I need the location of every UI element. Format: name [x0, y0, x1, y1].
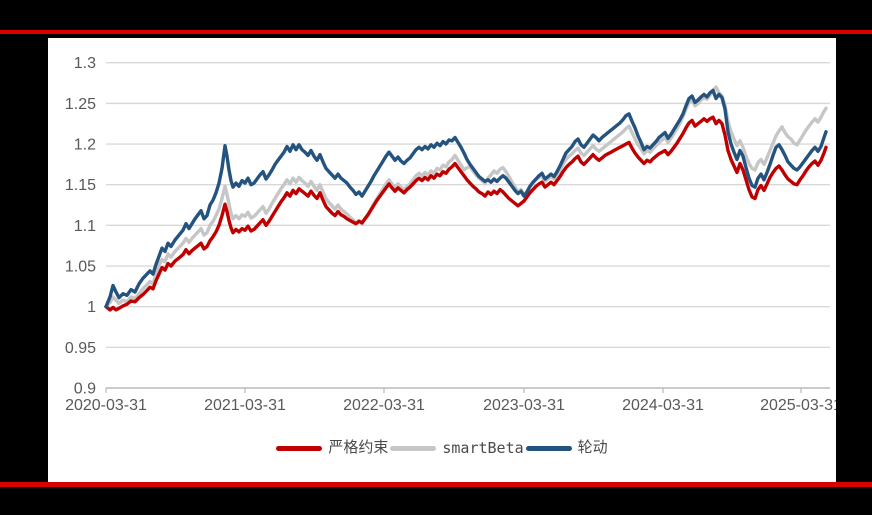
- y-tick-label: 1.2: [74, 137, 96, 154]
- chart-legend: 严格约束 smartBeta 轮动: [48, 438, 836, 458]
- legend-item-smartbeta: smartBeta: [390, 438, 524, 458]
- legend-item-rotation: 轮动: [525, 438, 608, 458]
- y-tick-label: 1: [87, 299, 96, 316]
- x-tick-label: 2022-03-31: [343, 397, 425, 414]
- y-tick-label: 0.95: [65, 340, 96, 357]
- legend-line-swatch-blue-icon: [525, 445, 572, 451]
- x-tick-label: 2021-03-31: [204, 397, 286, 414]
- series-line-轮动: [104, 88, 828, 309]
- y-tick-label: 1.05: [65, 259, 96, 276]
- y-tick-label: 1.1: [74, 218, 96, 235]
- x-tick-label: 2024-03-31: [622, 397, 704, 414]
- y-tick-label: 0.9: [74, 381, 96, 398]
- legend-label-strict-constraint: 严格约束: [328, 440, 389, 456]
- legend-label-smartbeta: smartBeta: [442, 439, 524, 457]
- chart-panel: 1.3 1.25 1.2 1.15 1.1 1.05 1 0.95 0.9 2020-03-31 2…: [48, 38, 836, 482]
- series-line-严格约束: [104, 115, 828, 312]
- x-tick-label: 2020-03-31: [65, 397, 147, 414]
- y-tick-label: 1.15: [65, 177, 96, 194]
- x-tick-label: 2023-03-31: [483, 397, 565, 414]
- bottom-red-rule: [0, 482, 872, 487]
- legend-label-rotation: 轮动: [577, 440, 608, 456]
- top-red-rule: [0, 30, 872, 34]
- y-tick-label: 1.25: [65, 96, 96, 113]
- legend-line-swatch-red-icon: [276, 445, 323, 451]
- x-tick-label: 2025-03-31: [760, 397, 836, 414]
- y-tick-label: 1.3: [74, 55, 96, 72]
- legend-line-swatch-gray-icon: [390, 445, 437, 451]
- legend-item-strict-constraint: 严格约束: [276, 438, 388, 458]
